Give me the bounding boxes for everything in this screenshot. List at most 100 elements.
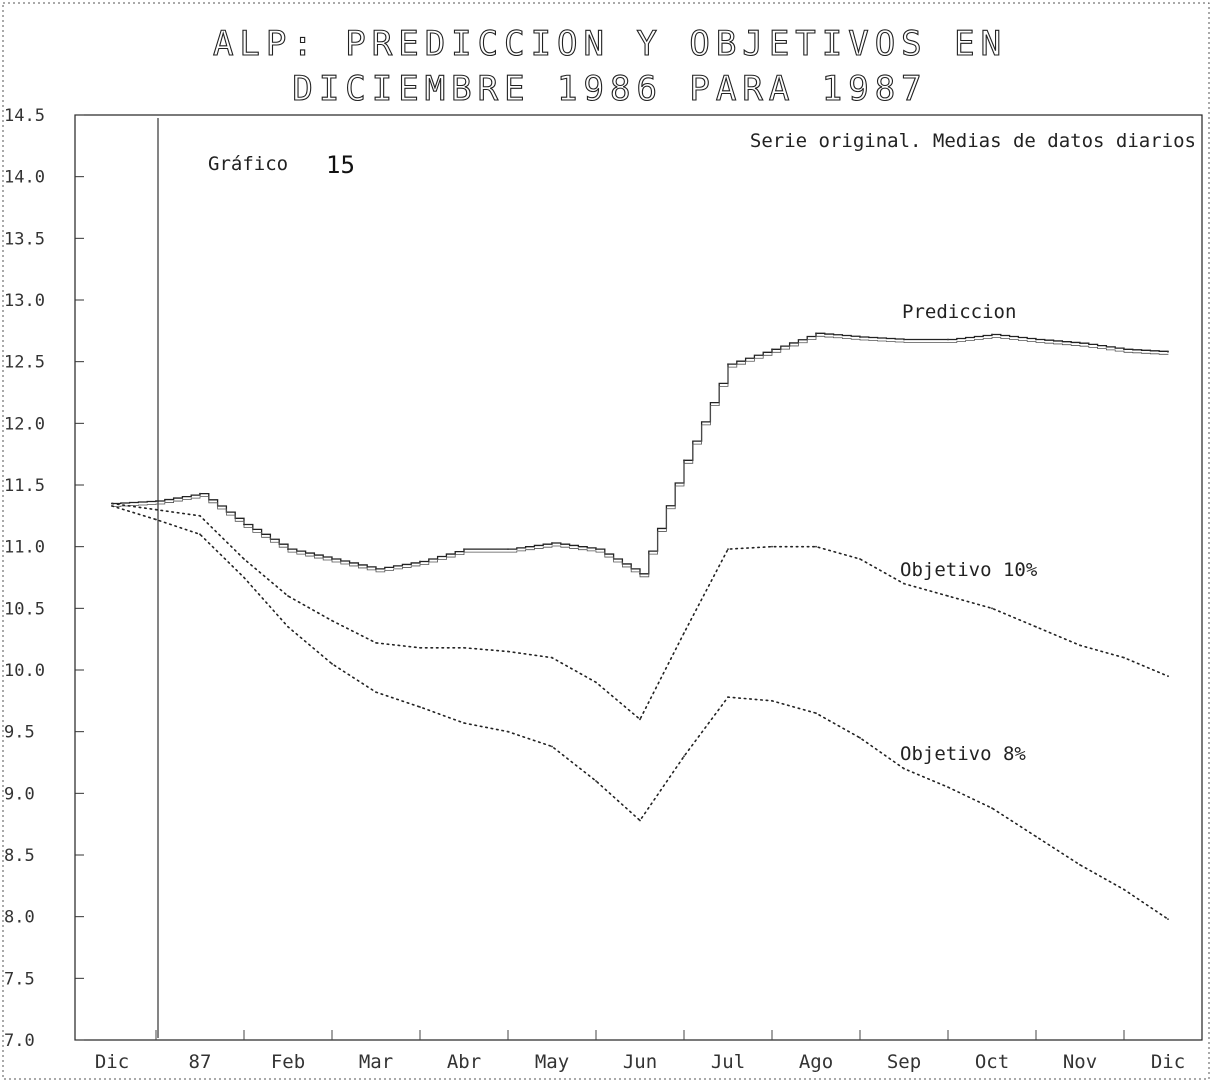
y-tick-label: 12.0	[4, 414, 45, 434]
graph-number: 15	[326, 151, 355, 179]
data-point	[243, 558, 245, 560]
data-point	[111, 505, 113, 507]
data-point	[287, 548, 289, 551]
y-tick-label: 13.0	[4, 291, 45, 311]
series-label-objetivo-8: Objetivo 8%	[900, 743, 1026, 765]
data-point	[1035, 625, 1037, 628]
data-point	[991, 333, 993, 336]
data-point	[991, 807, 993, 810]
plot-area	[74, 114, 1203, 1041]
data-point	[287, 595, 289, 597]
y-tick-label: 8.0	[4, 908, 35, 928]
data-point	[551, 745, 553, 748]
data-point	[771, 699, 773, 702]
data-point	[859, 558, 861, 560]
x-tick-label: Abr	[447, 1051, 481, 1073]
y-tick-label: 10.5	[4, 599, 45, 619]
data-point	[1123, 656, 1125, 659]
y-tick-label: 12.5	[4, 353, 45, 373]
data-point	[595, 681, 597, 684]
x-tick-label: Dic	[1151, 1051, 1185, 1073]
series-label-prediccion: Prediccion	[902, 301, 1016, 323]
y-tick-label: 11.5	[4, 476, 45, 496]
data-point	[199, 492, 201, 495]
data-point	[155, 518, 157, 521]
x-tick-label: Sep	[887, 1051, 921, 1073]
data-point	[595, 548, 597, 551]
data-point	[1079, 342, 1081, 345]
data-point	[155, 508, 157, 511]
data-point	[859, 736, 861, 739]
data-point	[507, 650, 509, 653]
data-point	[727, 696, 729, 699]
data-point	[419, 706, 421, 708]
data-point	[683, 459, 685, 462]
data-point	[771, 545, 773, 548]
y-tick-label: 14.5	[4, 106, 45, 126]
x-axis: Dic 87 Feb Mar Abr May Jun Jul Ago Sep Oct Nov Dic	[95, 1030, 1185, 1073]
data-point	[331, 662, 333, 665]
x-tick-label: Mar	[359, 1051, 393, 1073]
x-tick-label: Dic	[95, 1051, 129, 1073]
data-point	[419, 646, 421, 649]
chart-title-line-1: ALP: PREDICCION Y OBJETIVOS EN	[213, 24, 1007, 64]
x-tick-label: Feb	[271, 1051, 305, 1073]
chart-title-line-2: DICIEMBRE 1986 PARA 1987	[292, 69, 927, 109]
data-point	[1167, 350, 1169, 353]
data-point	[595, 780, 597, 782]
data-point	[903, 338, 905, 341]
y-tick-label: 11.0	[4, 538, 45, 558]
data-point	[463, 646, 465, 649]
data-point	[815, 712, 817, 715]
data-point	[727, 548, 729, 551]
data-point	[947, 786, 949, 789]
series-label-objetivo-10: Objetivo 10%	[900, 559, 1038, 581]
data-point	[1079, 644, 1081, 647]
data-point	[859, 336, 861, 338]
data-point	[375, 641, 377, 644]
data-point	[1035, 338, 1037, 341]
data-point	[815, 332, 817, 335]
x-tick-label: Nov	[1063, 1051, 1097, 1073]
x-tick-label: Ago	[799, 1051, 833, 1073]
data-point	[815, 545, 817, 548]
y-axis: 14.5 14.0 13.5 13.0 12.5 12.0 11.5 11.0 10.5 10.0…	[4, 106, 84, 1051]
data-point	[507, 548, 509, 551]
data-point	[1035, 835, 1037, 838]
data-point	[375, 691, 377, 694]
data-point	[1123, 888, 1125, 891]
series-layer	[111, 332, 1169, 921]
data-point	[199, 514, 201, 517]
data-point	[331, 558, 333, 560]
data-point	[1167, 675, 1169, 678]
data-point	[903, 582, 905, 585]
data-point	[1167, 918, 1169, 921]
data-point	[199, 533, 201, 536]
data-point	[243, 523, 245, 526]
data-point	[463, 722, 465, 724]
data-point	[331, 619, 333, 622]
y-tick-label: 7.0	[4, 1031, 35, 1051]
data-point	[463, 548, 465, 551]
x-tick-label: Jul	[711, 1051, 745, 1073]
data-point	[639, 718, 641, 721]
data-point	[639, 572, 641, 575]
y-tick-label: 9.5	[4, 723, 35, 743]
data-point	[1123, 348, 1125, 351]
x-tick-label: Oct	[975, 1051, 1009, 1073]
data-point	[419, 560, 421, 563]
data-point	[947, 338, 949, 341]
data-point	[243, 576, 245, 579]
data-point	[111, 502, 113, 505]
data-point	[287, 625, 289, 628]
data-point	[155, 500, 157, 502]
data-point	[507, 730, 509, 733]
graph-label: Gráfico	[208, 153, 288, 175]
x-tick-label: May	[535, 1051, 569, 1073]
y-tick-label: 9.0	[4, 784, 35, 804]
data-point	[683, 755, 685, 758]
data-point	[639, 819, 641, 822]
y-tick-label: 7.5	[4, 969, 35, 989]
data-point	[771, 348, 773, 351]
